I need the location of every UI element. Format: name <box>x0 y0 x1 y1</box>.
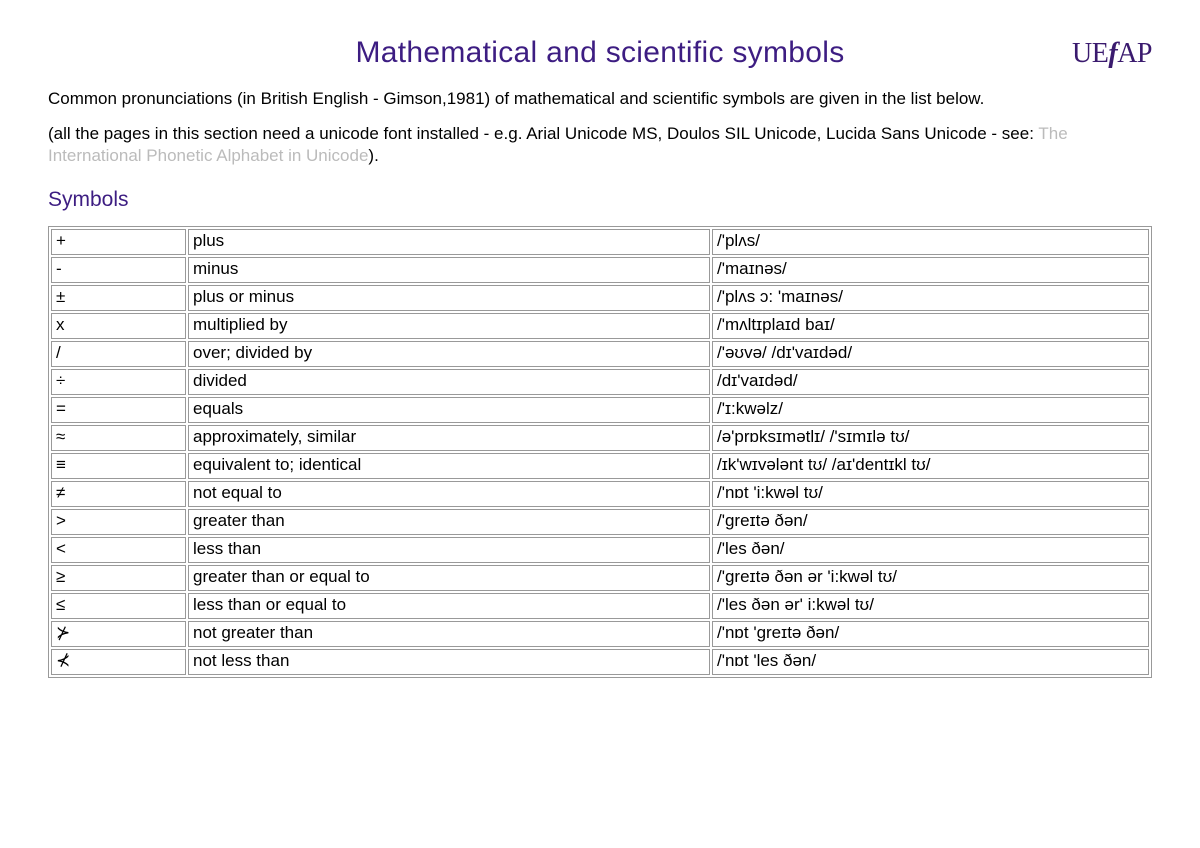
ipa-cell: /dɪ'vaɪdəd/ <box>712 369 1149 395</box>
intro-text-a: (all the pages in this section need a un… <box>48 124 1038 143</box>
symbol-cell: ± <box>51 285 186 311</box>
symbols-table: +plus/'plʌs/-minus/'maɪnəs/±plus or minu… <box>48 226 1152 678</box>
ipa-cell: /'les ðən/ <box>712 537 1149 563</box>
symbol-cell: ⊀ <box>51 649 186 675</box>
ipa-cell: /'nɒt 'les ðən/ <box>712 649 1149 675</box>
ipa-cell: /'əʊvə/ /dɪ'vaɪdəd/ <box>712 341 1149 367</box>
symbol-cell: - <box>51 257 186 283</box>
ipa-cell: /'plʌs ɔ: 'maɪnəs/ <box>712 285 1149 311</box>
table-row: ≈approximately, similar/ə'prɒksɪmətlɪ/ /… <box>51 425 1149 451</box>
name-cell: greater than or equal to <box>188 565 710 591</box>
table-row: >greater than/'greɪtə ðən/ <box>51 509 1149 535</box>
ipa-cell: /'greɪtə ðən ər 'i:kwəl tʊ/ <box>712 565 1149 591</box>
ipa-cell: /'mʌltɪplaɪd baɪ/ <box>712 313 1149 339</box>
table-row: ⊀not less than/'nɒt 'les ðən/ <box>51 649 1149 675</box>
logo: UEfAP <box>1072 38 1152 70</box>
symbol-cell: + <box>51 229 186 255</box>
symbol-cell: ≠ <box>51 481 186 507</box>
table-row: ≤less than or equal to/'les ðən ər' i:kw… <box>51 593 1149 619</box>
name-cell: plus <box>188 229 710 255</box>
page-title: Mathematical and scientific symbols <box>48 36 1152 70</box>
ipa-cell: /ɪk'wɪvələnt tʊ/ /aɪ'dentɪkl tʊ/ <box>712 453 1149 479</box>
symbol-cell: ≡ <box>51 453 186 479</box>
table-row: <less than/'les ðən/ <box>51 537 1149 563</box>
name-cell: equivalent to; identical <box>188 453 710 479</box>
table-row: ≥greater than or equal to/'greɪtə ðən ər… <box>51 565 1149 591</box>
name-cell: minus <box>188 257 710 283</box>
intro-paragraph-2: (all the pages in this section need a un… <box>48 123 1152 166</box>
intro-text-b: ). <box>368 146 378 165</box>
table-row: +plus/'plʌs/ <box>51 229 1149 255</box>
symbol-cell: ÷ <box>51 369 186 395</box>
name-cell: less than or equal to <box>188 593 710 619</box>
ipa-cell: /'maɪnəs/ <box>712 257 1149 283</box>
symbol-cell: ≥ <box>51 565 186 591</box>
name-cell: divided <box>188 369 710 395</box>
table-row: /over; divided by/'əʊvə/ /dɪ'vaɪdəd/ <box>51 341 1149 367</box>
ipa-cell: /'greɪtə ðən/ <box>712 509 1149 535</box>
name-cell: not less than <box>188 649 710 675</box>
intro-paragraph-1: Common pronunciations (in British Englis… <box>48 88 1152 109</box>
name-cell: less than <box>188 537 710 563</box>
symbol-cell: x <box>51 313 186 339</box>
name-cell: equals <box>188 397 710 423</box>
symbol-cell: = <box>51 397 186 423</box>
symbol-cell: < <box>51 537 186 563</box>
table-row: xmultiplied by/'mʌltɪplaɪd baɪ/ <box>51 313 1149 339</box>
symbol-cell: / <box>51 341 186 367</box>
name-cell: not equal to <box>188 481 710 507</box>
table-row: =equals/'ɪ:kwəlz/ <box>51 397 1149 423</box>
name-cell: approximately, similar <box>188 425 710 451</box>
logo-text-2: f <box>1108 38 1117 69</box>
logo-text-3: AP <box>1117 38 1152 69</box>
table-row: ±plus or minus/'plʌs ɔ: 'maɪnəs/ <box>51 285 1149 311</box>
name-cell: over; divided by <box>188 341 710 367</box>
table-row: -minus/'maɪnəs/ <box>51 257 1149 283</box>
ipa-cell: /'plʌs/ <box>712 229 1149 255</box>
table-row: ÷divided/dɪ'vaɪdəd/ <box>51 369 1149 395</box>
symbol-cell: ≤ <box>51 593 186 619</box>
table-row: ≠not equal to/'nɒt 'i:kwəl tʊ/ <box>51 481 1149 507</box>
name-cell: greater than <box>188 509 710 535</box>
ipa-cell: /'nɒt 'i:kwəl tʊ/ <box>712 481 1149 507</box>
symbol-cell: ≈ <box>51 425 186 451</box>
ipa-cell: /'nɒt 'greɪtə ðən/ <box>712 621 1149 647</box>
ipa-cell: /ə'prɒksɪmətlɪ/ /'sɪmɪlə tʊ/ <box>712 425 1149 451</box>
table-row: ⊁not greater than/'nɒt 'greɪtə ðən/ <box>51 621 1149 647</box>
name-cell: multiplied by <box>188 313 710 339</box>
logo-text-1: UE <box>1072 38 1108 69</box>
name-cell: not greater than <box>188 621 710 647</box>
symbol-cell: ⊁ <box>51 621 186 647</box>
ipa-cell: /'les ðən ər' i:kwəl tʊ/ <box>712 593 1149 619</box>
symbol-cell: > <box>51 509 186 535</box>
ipa-cell: /'ɪ:kwəlz/ <box>712 397 1149 423</box>
section-heading-symbols: Symbols <box>48 188 1152 212</box>
name-cell: plus or minus <box>188 285 710 311</box>
table-row: ≡equivalent to; identical/ɪk'wɪvələnt tʊ… <box>51 453 1149 479</box>
